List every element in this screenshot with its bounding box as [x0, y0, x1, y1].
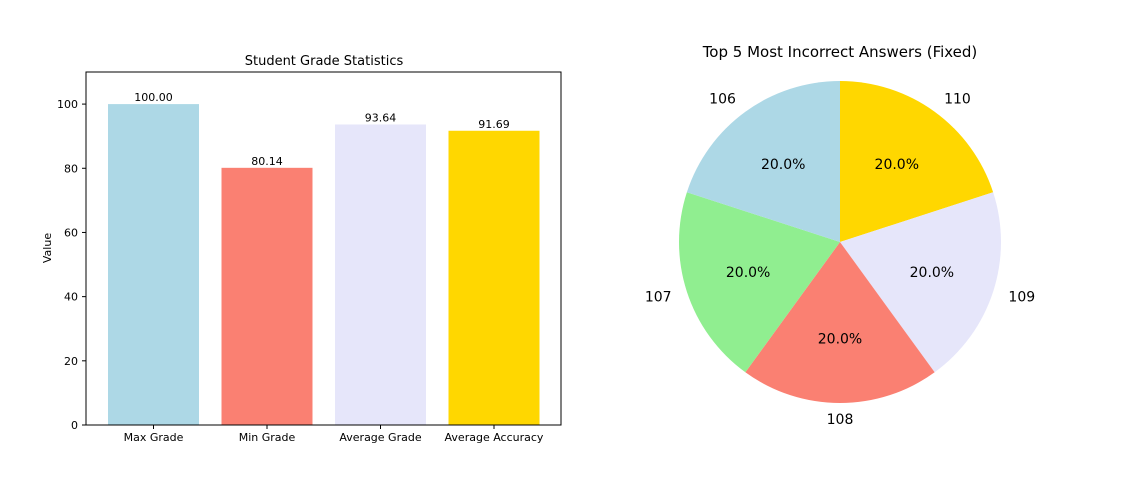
x-tick-label: Average Grade [339, 431, 421, 444]
x-tick-label: Max Grade [124, 431, 184, 444]
bar [448, 130, 540, 425]
y-axis-label: Value [41, 233, 54, 263]
pie-percent-labels: 20.0% 20.0% 20.0% 20.0% 20.0% [726, 157, 954, 348]
bar-chart: Student Grade Statistics Value 0 20 40 60 80… [41, 54, 562, 444]
y-tick-label: 20 [64, 355, 78, 368]
pie-slice-label: 108 [827, 412, 854, 428]
bar-value-labels: 100.00 80.14 93.64 91.69 [134, 91, 510, 168]
x-ticks: Max Grade Min Grade Average Grade Average A… [124, 425, 544, 444]
y-tick-label: 0 [71, 419, 78, 432]
pie-percent-label: 20.0% [910, 265, 954, 281]
bar-value-label: 91.69 [478, 118, 510, 131]
pie-chart: Top 5 Most Incorrect Answers (Fixed) 20.… [645, 43, 1035, 428]
pie-percent-label: 20.0% [726, 265, 770, 281]
pie-chart-title: Top 5 Most Incorrect Answers (Fixed) [702, 43, 978, 61]
bar-value-label: 100.00 [134, 91, 173, 104]
bar [108, 104, 199, 425]
y-tick-label: 40 [64, 291, 78, 304]
pie-slice [678, 192, 840, 373]
x-tick-label: Min Grade [239, 431, 296, 444]
bar-value-label: 93.64 [365, 112, 397, 125]
x-tick-label: Average Accuracy [445, 431, 544, 444]
pie-slice [686, 80, 840, 242]
pie-percent-label: 20.0% [818, 332, 862, 348]
pie-slice-label: 109 [1008, 290, 1035, 306]
bar [221, 167, 313, 425]
bars [108, 104, 540, 425]
pie-slice-label: 110 [944, 92, 971, 108]
pie-slices [678, 80, 1001, 404]
y-tick-label: 80 [64, 162, 78, 175]
bar-value-label: 80.14 [251, 155, 283, 168]
pie-percent-label: 20.0% [875, 157, 919, 173]
pie-slice [745, 242, 935, 404]
pie-percent-label: 20.0% [761, 157, 805, 173]
bar [335, 124, 426, 425]
pie-slice [840, 192, 1001, 373]
pie-slice-label: 107 [645, 290, 672, 306]
plot-frame [85, 71, 562, 426]
y-tick-label: 60 [64, 226, 78, 239]
y-tick-label: 100 [57, 98, 78, 111]
y-ticks: 0 20 40 60 80 100 [57, 98, 86, 432]
pie-slice [840, 81, 994, 242]
pie-slice-label: 106 [709, 92, 736, 108]
pie-slice-labels: 110 109 108 107 106 [645, 92, 1035, 428]
bar-chart-title: Student Grade Statistics [245, 54, 404, 69]
